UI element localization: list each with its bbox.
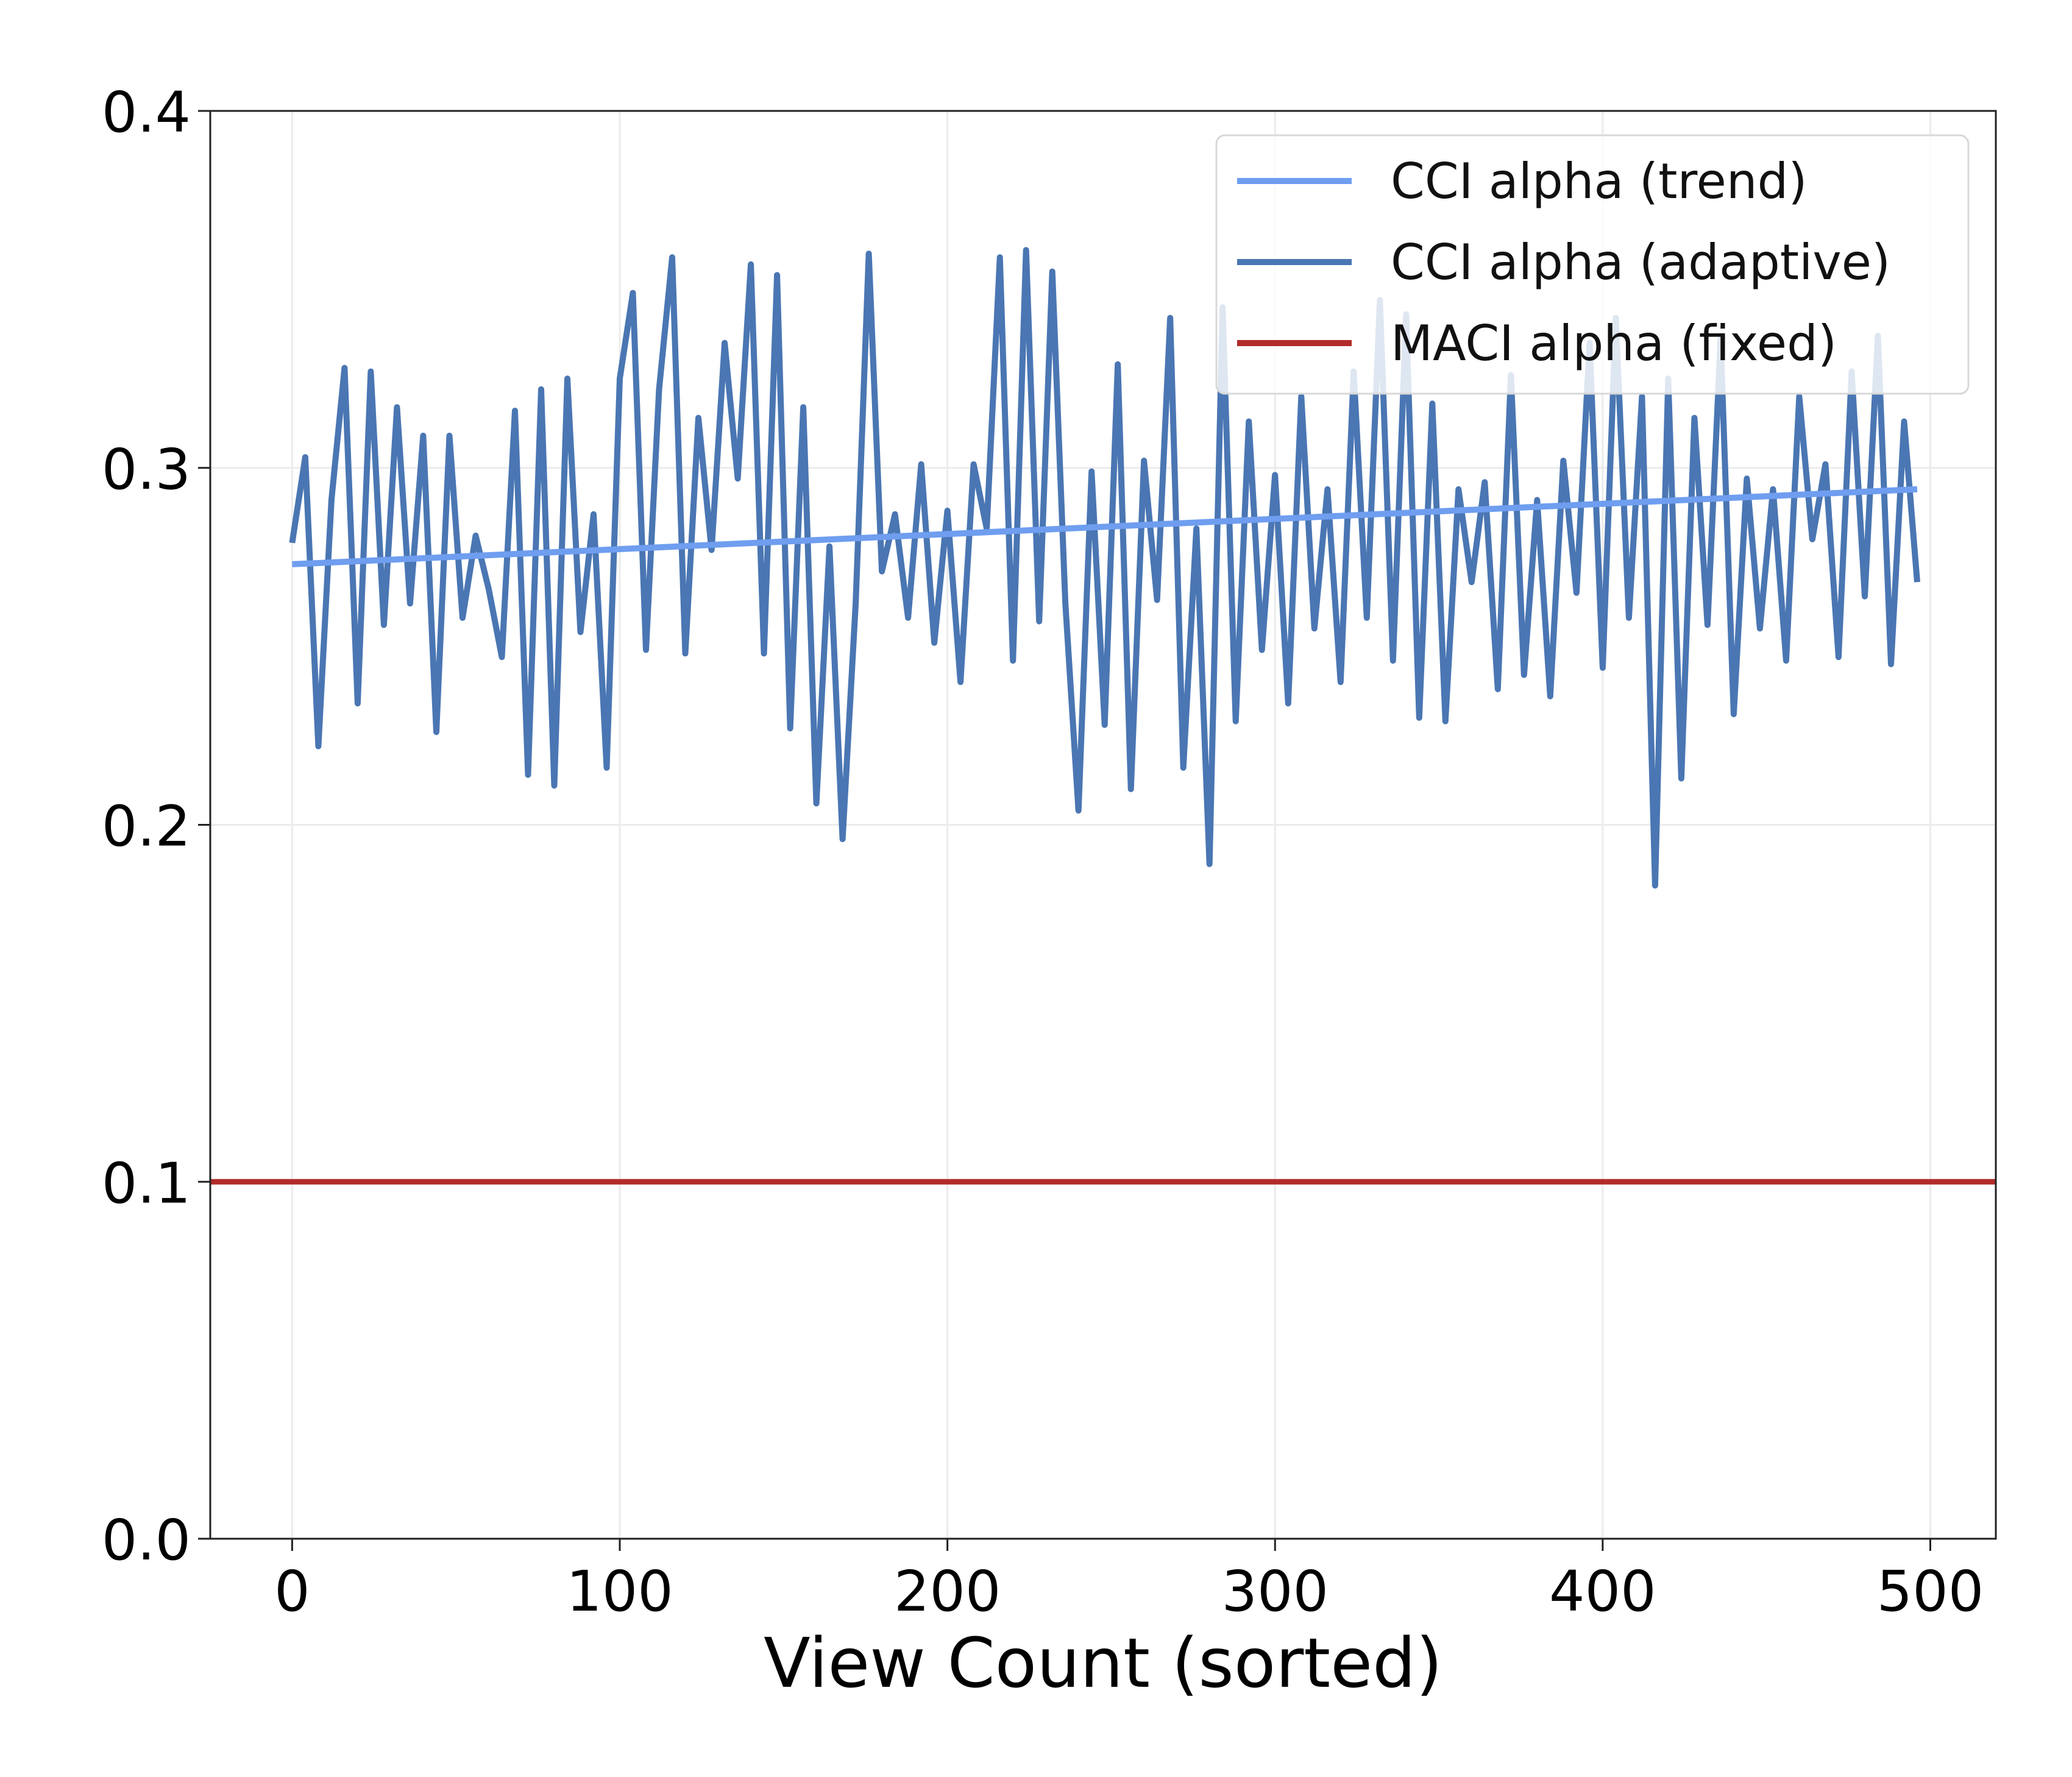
legend-box <box>1215 134 1970 395</box>
x-tick-label: 200 <box>894 1559 1001 1624</box>
series-line-cci-alpha-adaptive <box>289 247 1920 889</box>
legend-label: CCI alpha (trend) <box>1391 153 1808 210</box>
legend: CCI alpha (trend) CCI alpha (adaptive) MAC… <box>1215 134 1970 395</box>
x-tick-label: 400 <box>1549 1559 1656 1624</box>
y-tick-label: 0.2 <box>102 794 191 859</box>
y-tick-label: 0.3 <box>102 437 191 502</box>
x-tick-label: 500 <box>1877 1559 1984 1624</box>
y-tick-label: 0.0 <box>102 1508 191 1573</box>
legend-label: MACI alpha (fixed) <box>1391 315 1837 372</box>
x-tick-label: 300 <box>1221 1559 1329 1624</box>
x-tick-label: 100 <box>566 1559 673 1624</box>
y-tick-label: 0.1 <box>102 1151 191 1216</box>
x-tick-label: 0 <box>274 1559 310 1624</box>
series-layer <box>210 247 1996 1185</box>
y-tick-label: 0.4 <box>102 80 191 145</box>
axis-ticks: 0 100 200 300 400 500 0.0 0.1 0.2 0.3 0.4 <box>102 80 1984 1624</box>
x-axis-title: View Count (sorted) <box>764 1624 1442 1703</box>
series-line-cci-alpha-trend <box>292 486 1918 567</box>
legend-label: CCI alpha (adaptive) <box>1391 234 1890 291</box>
